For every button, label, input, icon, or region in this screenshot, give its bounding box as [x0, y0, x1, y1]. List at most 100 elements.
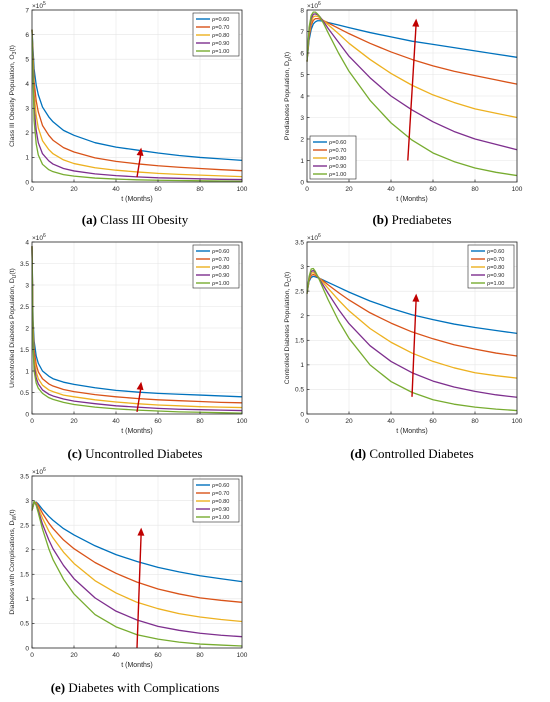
- series-group: [31, 500, 243, 647]
- x-axis-label: t (Months): [396, 428, 428, 435]
- x-tick-label: 20: [70, 186, 78, 193]
- legend-label: ρ=0.90: [212, 507, 229, 513]
- trend-arrow-head: [137, 527, 145, 536]
- series-line-2: [31, 29, 243, 172]
- series-line-2: [31, 501, 243, 603]
- x-axis-label: t (Months): [396, 196, 428, 203]
- caption-b-text: Prediabetes: [391, 212, 452, 227]
- x-tick-label: 0: [305, 418, 309, 425]
- y-multiplier: ×106: [32, 467, 46, 476]
- y-multiplier: ×106: [307, 1, 321, 10]
- series-line-3: [306, 15, 518, 119]
- trend-arrow-shaft: [136, 385, 142, 412]
- y-axis-label: Diabetes with Complications, DW(t): [9, 509, 18, 614]
- trend-arrow-shaft: [407, 22, 417, 161]
- x-axis-label: t (Months): [121, 428, 153, 435]
- y-tick-label: 1: [300, 158, 304, 165]
- y-tick-label: 2.5: [20, 304, 29, 311]
- x-axis-label: t (Months): [121, 662, 153, 669]
- y-axis-label: Class III Obesity Population, O3(t): [9, 45, 18, 147]
- series-line-2: [306, 273, 518, 357]
- chart-a: 0 20 40 60 80 100 0 1 2 3 4 5 6 7×105 t (Months) Class …: [9, 1, 248, 203]
- y-tick-label: 3.5: [295, 239, 304, 246]
- x-tick-label: 20: [345, 418, 353, 425]
- x-tick-label: 80: [196, 652, 204, 659]
- legend-label: ρ=1.00: [212, 515, 229, 521]
- legend-label: ρ=0.70: [212, 257, 229, 263]
- trend-arrow-head: [136, 147, 144, 157]
- legend-label: ρ=0.70: [212, 25, 229, 31]
- caption-d: (d) Controlled Diabetes: [277, 446, 547, 462]
- legend-label: ρ=0.70: [329, 148, 346, 154]
- caption-b: (b) Prediabetes: [277, 212, 547, 228]
- x-tick-label: 100: [512, 418, 523, 425]
- legend: ρ=0.60 ρ=0.70 ρ=0.80 ρ=0.90 ρ=1.00: [309, 135, 357, 180]
- x-tick-label: 0: [305, 186, 309, 193]
- y-tick-label: 5: [25, 56, 29, 63]
- x-tick-label: 40: [112, 652, 120, 659]
- x-axis-label: t (Months): [121, 196, 153, 203]
- y-tick-label: 3.5: [20, 473, 29, 480]
- caption-c: (c) Uncontrolled Diabetes: [0, 446, 270, 462]
- y-tick-label: 3: [25, 106, 29, 113]
- y-tick-label: 0: [25, 645, 29, 652]
- series-line-5: [31, 500, 243, 647]
- x-tick-label: 80: [471, 186, 479, 193]
- series-line-1: [31, 246, 243, 398]
- caption-c-label: (c): [67, 446, 82, 461]
- y-tick-label: 0.5: [20, 621, 29, 628]
- x-tick-label: 60: [154, 186, 162, 193]
- legend-label: ρ=0.80: [329, 156, 346, 162]
- y-tick-label: 4: [25, 81, 29, 88]
- series-line-1: [306, 275, 518, 335]
- legend-label: ρ=0.80: [212, 499, 229, 505]
- caption-e-text: Diabetes with Complications: [68, 680, 220, 695]
- x-tick-label: 40: [387, 418, 395, 425]
- trend-arrow-shaft: [136, 151, 142, 178]
- series-line-1: [31, 501, 243, 583]
- x-tick-label: 100: [237, 186, 248, 193]
- y-tick-label: 3.5: [20, 261, 29, 268]
- x-tick-label: 0: [30, 652, 34, 659]
- y-tick-label: 0: [25, 411, 29, 418]
- trend-arrow-head: [136, 381, 144, 391]
- y-tick-label: 7: [300, 29, 304, 36]
- x-tick-label: 0: [30, 186, 34, 193]
- x-tick-label: 80: [196, 186, 204, 193]
- y-tick-label: 0: [300, 411, 304, 418]
- x-tick-label: 60: [154, 418, 162, 425]
- y-tick-label: 1: [25, 596, 29, 603]
- legend-label: ρ=0.60: [329, 140, 346, 146]
- y-tick-label: 8: [300, 7, 304, 14]
- trend-arrow-shaft: [136, 531, 142, 649]
- x-tick-label: 100: [237, 418, 248, 425]
- caption-d-text: Controlled Diabetes: [369, 446, 474, 461]
- y-tick-label: 1: [25, 368, 29, 375]
- legend-label: ρ=0.80: [487, 265, 504, 271]
- y-multiplier: ×106: [32, 233, 46, 242]
- y-tick-label: 2.5: [295, 288, 304, 295]
- series-line-1: [306, 20, 518, 62]
- y-tick-label: 2: [300, 136, 304, 143]
- legend-label: ρ=0.60: [212, 249, 229, 255]
- series-group: [31, 29, 243, 182]
- series-group: [306, 11, 518, 177]
- legend-label: ρ=0.90: [212, 41, 229, 47]
- x-tick-label: 40: [387, 186, 395, 193]
- axes-box: [306, 241, 518, 415]
- caption-a-text: Class III Obesity: [100, 212, 189, 227]
- legend-label: ρ=1.00: [329, 172, 346, 178]
- y-tick-label: 1.5: [295, 338, 304, 345]
- series-line-5: [306, 11, 518, 177]
- caption-a-label: (a): [81, 212, 97, 227]
- caption-e: (e) Diabetes with Complications: [0, 680, 270, 696]
- series-line-4: [306, 269, 518, 398]
- axes-box: [31, 475, 243, 649]
- x-tick-label: 20: [70, 652, 78, 659]
- y-tick-label: 3: [300, 264, 304, 271]
- legend-label: ρ=0.80: [212, 33, 229, 39]
- y-tick-label: 3: [300, 115, 304, 122]
- legend-label: ρ=0.60: [212, 17, 229, 23]
- y-tick-label: 6: [25, 32, 29, 39]
- legend-label: ρ=0.90: [212, 273, 229, 279]
